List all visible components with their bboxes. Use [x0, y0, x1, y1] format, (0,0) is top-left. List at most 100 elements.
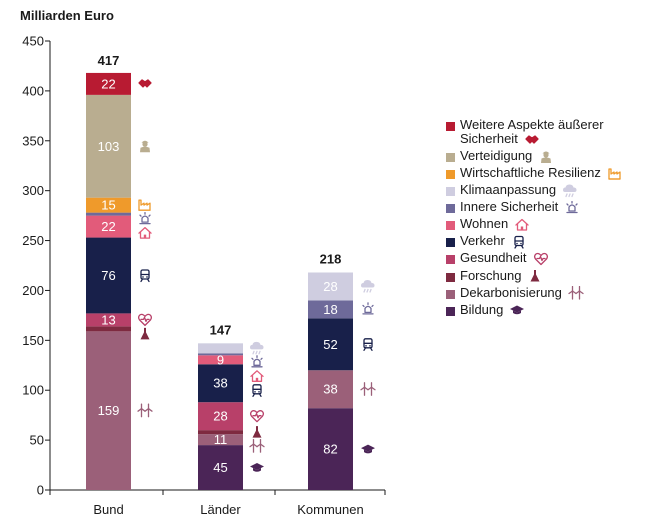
bar-segment-bund-wirtschaftliche-resilienz [86, 197, 131, 213]
legend-swatch [446, 221, 455, 231]
y-tick-label: 0 [37, 483, 44, 498]
legend-swatch [446, 122, 455, 131]
wind-turbine-icon [249, 438, 265, 453]
y-tick-label: 400 [22, 83, 44, 98]
segment-value-label: 13 [101, 312, 115, 327]
bar-segment-laender-bildung [198, 445, 243, 490]
cloud-rain-icon [250, 341, 264, 355]
handshake-icon [138, 79, 152, 88]
bar-icons [137, 79, 376, 472]
bar-total-label: 218 [320, 251, 342, 266]
legend-swatch [446, 255, 455, 265]
segment-value-label: 22 [101, 76, 115, 91]
legend-swatch [446, 204, 455, 214]
y-tick-label: 350 [22, 133, 44, 148]
y-tick-label: 150 [22, 333, 44, 348]
legend-item-verkehr: Verkehr [446, 234, 651, 249]
siren-icon [566, 200, 578, 213]
segment-value-label: 18 [323, 302, 337, 317]
legend-swatch [446, 153, 455, 163]
legend-label: Verkehr [460, 234, 527, 249]
segment-value-label: 11 [214, 432, 228, 447]
cloud-rain-icon [361, 279, 375, 293]
bar-segment-laender-wohnen [198, 355, 243, 365]
bar-segment-kommunen-dekarbonisierung [308, 370, 353, 409]
legend-label: Wohnen [460, 217, 530, 232]
bar-segment-bund-weitere-aspekte-aeusserer-sicherheit [86, 72, 131, 95]
cloud-rain-icon [563, 184, 577, 197]
y-tick-label: 250 [22, 233, 44, 248]
legend-label: Verteidigung [460, 149, 554, 164]
legend-swatch [446, 187, 455, 197]
legend-label: Dekarbonisierung [460, 285, 584, 301]
segment-value-label: 52 [323, 337, 337, 352]
bar-segment-bund-forschung [86, 326, 131, 332]
bar-segment-kommunen-verkehr [308, 318, 353, 371]
handshake-icon [525, 134, 539, 144]
segment-value-label: 28 [323, 279, 337, 294]
segment-labels: 159 13 76 22 15 103 22 45 11 28 38 9 82 38 52 18 28 [98, 76, 338, 475]
y-tick-label: 100 [22, 383, 44, 398]
x-tick-label: Kommunen [297, 502, 363, 517]
segment-value-label: 9 [217, 352, 224, 367]
bar-segment-laender-gesundheit [198, 402, 243, 431]
segment-value-label: 76 [101, 268, 115, 283]
bar-segment-laender-forschung [198, 430, 243, 435]
legend-label: Klimaanpassung [460, 183, 578, 198]
heart-pulse-icon [249, 410, 265, 423]
bar-segment-laender-innere-sicherheit [198, 353, 243, 356]
y-tick-label: 300 [22, 183, 44, 198]
bar-total-label: 147 [210, 322, 232, 337]
bar-segment-bund-gesundheit [86, 313, 131, 327]
segment-value-label: 28 [213, 409, 227, 424]
house-icon [250, 370, 264, 382]
legend-swatch [446, 306, 455, 316]
segment-value-label: 38 [213, 376, 227, 391]
tram-icon [252, 384, 262, 397]
legend-item-bildung: Bildung [446, 302, 651, 318]
segment-value-label: 103 [98, 139, 120, 154]
y-tick-label: 50 [30, 433, 44, 448]
graduation-cap-icon [510, 305, 525, 315]
legend-swatch [446, 170, 455, 180]
flask-icon [140, 327, 150, 340]
heart-pulse-icon [137, 313, 153, 327]
bar-segment-kommunen-innere-sicherheit [308, 300, 353, 319]
segment-value-label: 38 [323, 382, 337, 397]
tram-icon [514, 235, 524, 249]
legend-swatch [446, 289, 455, 299]
legend: Weitere Aspekte äußerer Sicherheit Vertei… [446, 118, 651, 320]
x-tick-label: Bund [93, 502, 123, 517]
legend-item-innere-sicherheit: Innere Sicherheit [446, 200, 651, 215]
bar-segment-kommunen-bildung [308, 408, 353, 490]
heart-pulse-icon [533, 252, 548, 266]
legend-item-dekarbonisierung: Dekarbonisierung [446, 285, 651, 301]
graduation-cap-icon [361, 444, 375, 454]
legend-item-forschung: Forschung [446, 268, 651, 284]
bar-segment-laender-verkehr [198, 364, 243, 403]
legend-label: Bildung [460, 302, 525, 318]
bar-segment-bund-dekarbonisierung [86, 331, 131, 490]
siren-icon [251, 355, 263, 368]
siren-icon [362, 302, 374, 315]
bar-segment-bund-verkehr [86, 237, 131, 314]
wind-turbine-icon [568, 286, 584, 300]
y-tick-label: 200 [22, 283, 44, 298]
bar-segment-laender-klimaanpassung [198, 343, 243, 354]
segment-value-label: 159 [98, 403, 120, 418]
bar-total-label: 417 [98, 53, 120, 68]
legend-item-verteidigung: Verteidigung [446, 149, 651, 164]
bars: 417 147 218 [86, 53, 353, 490]
wind-turbine-icon [137, 403, 153, 418]
legend-item-gesundheit: Gesundheit [446, 251, 651, 266]
factory-icon [138, 199, 151, 211]
segment-value-label: 15 [101, 198, 115, 213]
bar-segment-laender-dekarbonisierung [198, 434, 243, 446]
bar-segment-bund-wohnen [86, 215, 131, 238]
y-tick-label: 450 [22, 34, 44, 49]
legend-item-wirtschaftliche-resilienz: Wirtschaftliche Resilienz [446, 166, 651, 181]
legend-item-klimaanpassung: Klimaanpassung [446, 183, 651, 198]
segment-value-label: 22 [101, 219, 115, 234]
legend-label: Wirtschaftliche Resilienz [460, 166, 623, 181]
legend-label: Weitere Aspekte äußerer Sicherheit [460, 117, 604, 146]
